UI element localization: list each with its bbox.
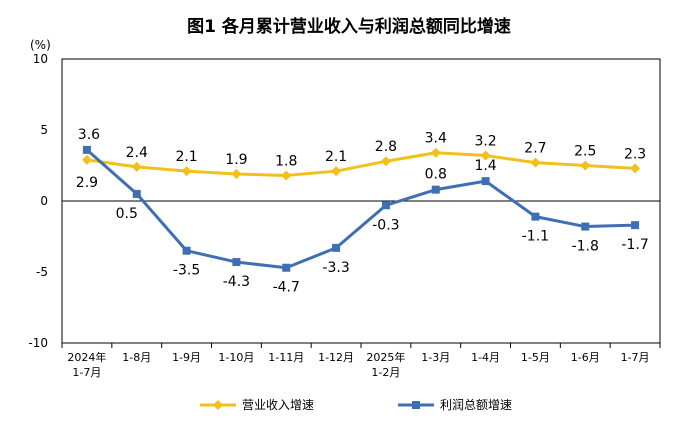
series-line-2 (85, 148, 636, 270)
data-point-income (331, 166, 342, 177)
x-tick-label: 1-11月 (268, 351, 304, 364)
chart-title: 图1 各月累计营业收入与利润总额同比增速 (187, 16, 511, 37)
data-label-income: 2.5 (574, 144, 596, 160)
x-tick-label: 1-5月 (521, 351, 550, 364)
data-labels: 2.9 2.4 2.1 1.9 1.8 2.1 2.8 3.4 3.2 2.7 2.5 2.3 3.6 0… (76, 127, 649, 296)
x-tick-label: 1-7月 (621, 351, 650, 364)
y-tick-label: 10 (33, 52, 48, 66)
data-label-profit: -3.5 (173, 263, 200, 279)
y-tick-label: -10 (28, 336, 48, 350)
y-axis-unit: (%) (30, 38, 51, 52)
series-layer (81, 145, 641, 272)
data-label-profit: -1.1 (522, 229, 549, 245)
data-label-profit: 0.5 (116, 206, 138, 222)
data-point-income (580, 160, 591, 171)
data-point-profit (431, 185, 440, 194)
data-label-profit: -4.3 (223, 274, 250, 290)
data-label-profit: 1.4 (474, 158, 496, 174)
legend: 营业收入增速 利润总额增速 (200, 398, 512, 412)
data-label-income: 2.8 (375, 139, 397, 155)
x-tick-label: 2024年 1-7月 (67, 350, 106, 379)
x-tick-label: 1-4月 (471, 351, 500, 364)
y-tick-label: -5 (36, 265, 48, 279)
data-label-income: 2.4 (126, 145, 148, 161)
x-tick-label: 1-12月 (318, 351, 354, 364)
data-point-profit (531, 212, 540, 221)
data-label-income: 2.1 (325, 149, 347, 165)
legend-label: 利润总额增速 (440, 398, 512, 412)
data-point-profit (381, 201, 390, 210)
data-label-income: 2.9 (76, 175, 98, 191)
data-point-profit (82, 145, 91, 154)
legend-marker (412, 401, 420, 409)
x-tick-label: 2025年 1-2月 (366, 350, 405, 379)
data-point-profit (232, 258, 241, 267)
data-label-income: 2.1 (175, 149, 197, 165)
data-label-income: 1.8 (275, 153, 297, 169)
x-tick-label: 1-6月 (571, 351, 600, 364)
data-point-profit (182, 246, 191, 255)
y-tick-label: 0 (40, 194, 48, 208)
series-line-1 (86, 151, 636, 177)
data-point-profit (332, 243, 341, 252)
y-tick-label: 5 (40, 123, 48, 137)
y-axis: 10 5 0 -5 -10 (28, 52, 48, 350)
data-label-income: 2.3 (624, 146, 646, 162)
data-label-profit: 3.6 (78, 127, 100, 143)
legend-label: 营业收入增速 (242, 398, 314, 412)
data-point-income (81, 154, 92, 165)
data-point-income (480, 150, 491, 161)
data-point-income (131, 161, 142, 172)
data-point-income (530, 157, 541, 168)
x-tick-label: 1-3月 (421, 351, 450, 364)
x-tick-label: 1-8月 (122, 351, 151, 364)
data-label-profit: -0.3 (372, 217, 399, 233)
data-label-profit: -1.8 (572, 239, 599, 255)
data-point-profit (631, 221, 640, 230)
data-label-income: 3.4 (425, 131, 447, 147)
data-label-profit: 0.8 (425, 167, 447, 183)
data-point-income (181, 166, 192, 177)
x-tick-label: 1-10月 (218, 351, 254, 364)
data-point-income (231, 169, 242, 180)
data-label-profit: -3.3 (322, 260, 349, 276)
data-point-profit (132, 189, 141, 198)
data-point-profit (282, 263, 291, 272)
data-point-income (380, 156, 391, 167)
data-label-income: 3.2 (474, 134, 496, 150)
data-label-income: 2.7 (524, 141, 546, 157)
data-point-income (630, 163, 641, 174)
data-point-profit (481, 177, 490, 186)
legend-marker (213, 400, 223, 410)
data-label-income: 1.9 (225, 152, 247, 168)
data-label-profit: -1.7 (621, 237, 648, 253)
x-axis: 2024年 1-7月 1-8月 1-9月 1-10月 1-11月 1-12月 2025年 1-2… (61, 343, 661, 379)
data-point-income (281, 170, 292, 181)
data-point-profit (581, 222, 590, 231)
x-tick-label: 1-9月 (172, 351, 201, 364)
data-point-income (430, 147, 441, 158)
data-label-profit: -4.7 (273, 280, 300, 296)
